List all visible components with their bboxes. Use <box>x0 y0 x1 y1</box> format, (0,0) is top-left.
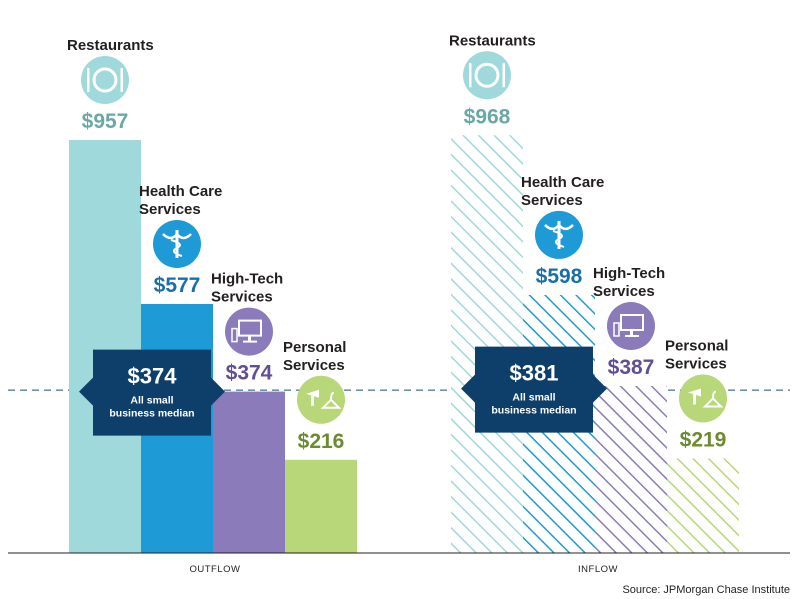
category-label: High-Tech <box>211 271 283 288</box>
category-label: Services <box>211 289 273 306</box>
category-label: Health Care <box>521 174 604 191</box>
plate-utensils-icon <box>81 56 129 104</box>
category-label: Services <box>665 355 727 372</box>
fork-shape <box>469 63 472 88</box>
wings-shape <box>162 231 192 240</box>
plate-shape <box>92 67 118 93</box>
dryer-shape <box>306 389 319 398</box>
category-label: Restaurants <box>67 37 154 54</box>
value-label: $577 <box>154 274 201 297</box>
category-label: High-Tech <box>593 265 665 282</box>
hanger-shape <box>320 398 342 409</box>
median-box <box>79 349 225 436</box>
snake-shape <box>552 229 565 248</box>
bar <box>667 458 739 553</box>
wings-shape <box>544 222 574 231</box>
category-label: Services <box>139 201 201 218</box>
group-axis-label: INFLOW <box>578 564 618 575</box>
dryer-handle-shape <box>693 394 696 405</box>
source-note: Source: JPMorgan Chase Institute <box>622 584 790 596</box>
bar-group-restaurants: $968 Restaurants <box>449 32 536 553</box>
value-label: $968 <box>464 105 511 128</box>
bar <box>451 135 523 553</box>
stand-shape <box>248 335 251 341</box>
category-label: Services <box>283 357 345 374</box>
hanger-hook-shape <box>330 391 335 400</box>
group-axis-label: OUTFLOW <box>190 564 241 575</box>
category-label: Health Care <box>139 183 222 200</box>
base-shape <box>243 340 257 343</box>
category-label: Restaurants <box>449 32 536 49</box>
hairdryer-hanger-icon <box>297 375 345 424</box>
tower-shape <box>231 327 238 343</box>
bar-group-restaurants: $957 Restaurants <box>67 37 154 553</box>
bar <box>595 385 667 553</box>
knife-shape <box>502 63 505 88</box>
value-label: $219 <box>680 428 727 451</box>
category-label: Services <box>521 192 583 209</box>
median-caption: business median <box>491 405 576 417</box>
category-label: Personal <box>283 339 346 356</box>
bar <box>69 140 141 553</box>
staff-shape <box>175 229 179 258</box>
hanger-hook-shape <box>712 390 717 399</box>
category-label: Services <box>593 283 655 300</box>
plate-utensils-icon <box>463 51 511 100</box>
tower-shape <box>613 322 620 337</box>
median-caption: All small <box>130 395 173 407</box>
knife-shape <box>120 68 123 92</box>
value-label: $216 <box>298 430 345 453</box>
bar <box>285 459 357 553</box>
plate-shape <box>474 62 500 88</box>
median-box <box>461 346 607 433</box>
median-value: $374 <box>128 364 178 389</box>
value-label: $374 <box>226 362 273 385</box>
median-caption: All small <box>512 392 555 404</box>
base-shape <box>625 334 639 337</box>
snake-shape <box>170 239 183 257</box>
median-value: $381 <box>510 361 559 386</box>
category-label: Personal <box>665 337 728 354</box>
hanger-shape <box>702 397 724 408</box>
dryer-shape <box>688 388 701 397</box>
stand-shape <box>630 329 633 335</box>
fork-shape <box>87 68 90 92</box>
value-label: $957 <box>82 110 129 133</box>
dryer-handle-shape <box>311 395 314 406</box>
hairdryer-hanger-icon <box>679 374 727 423</box>
value-label: $598 <box>536 265 583 288</box>
bar <box>213 391 285 553</box>
value-label: $387 <box>608 356 655 379</box>
staff-shape <box>557 220 561 249</box>
median-caption: business median <box>109 408 194 420</box>
